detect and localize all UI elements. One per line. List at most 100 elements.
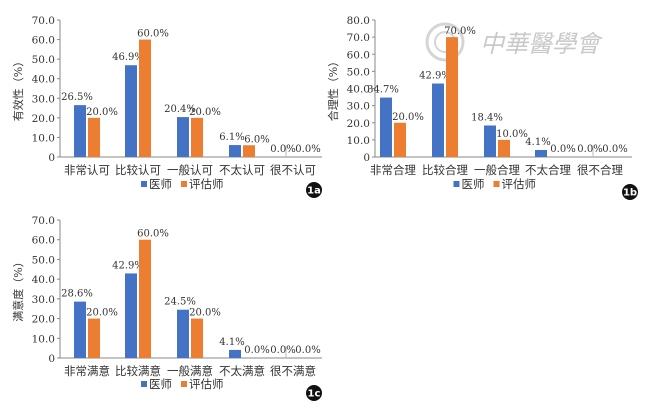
data-label: 70.0% bbox=[444, 26, 476, 37]
bar-physician bbox=[74, 301, 86, 358]
x-tick-label: 不太认可 bbox=[219, 163, 265, 177]
chart-panel-1a: 0 10.0 20.0 30.0 40.0 50.0 60.0 70.0 有效性（%） 非常认可比… bbox=[11, 15, 322, 198]
legend-swatch bbox=[141, 381, 147, 387]
bar-physician bbox=[535, 149, 547, 157]
y-tick-label: 20.0 bbox=[32, 314, 55, 326]
x-tick-label: 一般认可 bbox=[167, 163, 213, 177]
legend-label: 医师 bbox=[149, 177, 172, 191]
bar-assessor bbox=[191, 318, 203, 358]
data-label: 34.7% bbox=[367, 85, 399, 96]
bar-assessor bbox=[498, 139, 510, 157]
watermark-text: 中華醫學會 bbox=[480, 30, 603, 58]
y-tick-label: 80.0 bbox=[347, 15, 370, 27]
data-label: 0.0% bbox=[602, 144, 627, 155]
x-tick-label: 不太满意 bbox=[219, 364, 265, 378]
panel-badge bbox=[622, 184, 638, 200]
bar-assessor bbox=[139, 39, 151, 158]
panel-badge-label: 1b bbox=[623, 188, 637, 199]
bar-physician bbox=[229, 349, 241, 358]
y-tick-label: 10.0 bbox=[32, 333, 55, 345]
x-tick-label: 很不满意 bbox=[270, 364, 316, 378]
x-tick-label: 非常满意 bbox=[64, 364, 110, 378]
y-axis-title: 合理性（%） bbox=[326, 56, 340, 121]
panel-badge-label: 1c bbox=[308, 389, 321, 400]
panel-badge bbox=[306, 385, 322, 401]
bar-assessor bbox=[394, 122, 406, 157]
data-label: 6.0% bbox=[244, 134, 269, 145]
y-axis-title: 有效性（%） bbox=[11, 56, 25, 121]
data-label: 42.9% bbox=[112, 260, 144, 271]
bar-physician bbox=[125, 273, 137, 358]
x-tick-label: 比较认可 bbox=[115, 163, 161, 177]
bar-assessor bbox=[88, 318, 100, 358]
bar-physician bbox=[229, 145, 241, 157]
chart-panel-1c: 0 10.0 20.0 30.0 40.0 50.0 60.0 70.0 满意度（%） 非常满意比… bbox=[11, 215, 322, 401]
bar-physician bbox=[177, 309, 189, 358]
data-label: 60.0% bbox=[137, 29, 169, 40]
x-tick-label: 比较满意 bbox=[115, 364, 161, 378]
bar-assessor bbox=[139, 239, 151, 358]
x-tick-label: 比较合理 bbox=[422, 163, 468, 177]
legend-label: 评估师 bbox=[502, 177, 537, 191]
legend-swatch bbox=[453, 181, 460, 187]
data-label: 0.0% bbox=[244, 345, 269, 356]
bar-physician bbox=[432, 83, 444, 157]
y-tick-label: 60.0 bbox=[32, 235, 55, 247]
legend-label: 评估师 bbox=[189, 177, 224, 191]
bar-physician bbox=[484, 125, 496, 157]
chart-panel-1b: 0 10.0 20.0 30.0 40.0 50.0 60.0 70.0 80.0 合理性（%） 非… bbox=[326, 15, 638, 200]
legend-label: 医师 bbox=[462, 177, 485, 191]
y-tick-label: 40.0 bbox=[32, 74, 55, 86]
data-label: 46.9% bbox=[112, 52, 144, 63]
data-label: 24.5% bbox=[164, 297, 196, 308]
y-tick-label: 70.0 bbox=[32, 15, 55, 27]
y-tick-label: 30.0 bbox=[32, 93, 55, 105]
y-axis-title: 满意度（%） bbox=[11, 256, 25, 321]
data-label: 20.0% bbox=[189, 107, 221, 118]
y-tick-label: 70.0 bbox=[32, 215, 55, 227]
data-label: 0.0% bbox=[295, 345, 320, 356]
data-label: 4.1% bbox=[219, 337, 244, 348]
legend-swatch bbox=[141, 181, 147, 187]
bar-assessor bbox=[243, 145, 255, 157]
x-tick-label: 很不认可 bbox=[270, 163, 316, 177]
y-tick-label: 40.0 bbox=[347, 84, 370, 96]
x-tick-label: 不太合理 bbox=[525, 163, 571, 177]
y-tick-label: 60.0 bbox=[32, 35, 55, 47]
bar-physician bbox=[177, 117, 189, 157]
bar-assessor bbox=[446, 37, 458, 157]
x-tick-label: 一般满意 bbox=[167, 364, 213, 378]
data-label: 28.6% bbox=[61, 289, 93, 300]
y-tick-label: 30.0 bbox=[347, 101, 370, 113]
legend-swatch bbox=[181, 181, 187, 187]
y-tick-label: 40.0 bbox=[32, 274, 55, 286]
y-tick-label: 0 bbox=[48, 152, 55, 164]
data-label: 0.0% bbox=[295, 144, 320, 155]
y-tick-label: 10.0 bbox=[347, 135, 370, 147]
data-label: 42.9% bbox=[419, 71, 451, 82]
y-tick-label: 70.0 bbox=[347, 32, 370, 44]
data-label: 20.0% bbox=[189, 308, 221, 319]
y-tick-label: 0 bbox=[363, 152, 370, 164]
legend-swatch bbox=[181, 381, 187, 387]
data-label: 26.5% bbox=[61, 92, 93, 103]
x-tick-label: 非常合理 bbox=[370, 163, 416, 177]
y-tick-label: 60.0 bbox=[347, 49, 370, 61]
data-label: 6.1% bbox=[219, 132, 244, 143]
data-label: 60.0% bbox=[137, 229, 169, 240]
legend-label: 医师 bbox=[149, 377, 172, 391]
data-label: 4.1% bbox=[525, 137, 550, 148]
y-tick-label: 50.0 bbox=[32, 54, 55, 66]
legend-label: 评估师 bbox=[189, 377, 224, 391]
y-tick-label: 30.0 bbox=[32, 294, 55, 306]
watermark-logo: 中華醫學會 bbox=[425, 22, 603, 62]
data-label: 0.0% bbox=[577, 144, 602, 155]
legend-swatch bbox=[493, 181, 500, 187]
data-label: 20.0% bbox=[86, 107, 118, 118]
x-tick-label: 很不合理 bbox=[577, 163, 623, 177]
panel-badge-label: 1a bbox=[307, 186, 321, 197]
bar-physician bbox=[125, 65, 137, 157]
y-tick-label: 10.0 bbox=[32, 132, 55, 144]
